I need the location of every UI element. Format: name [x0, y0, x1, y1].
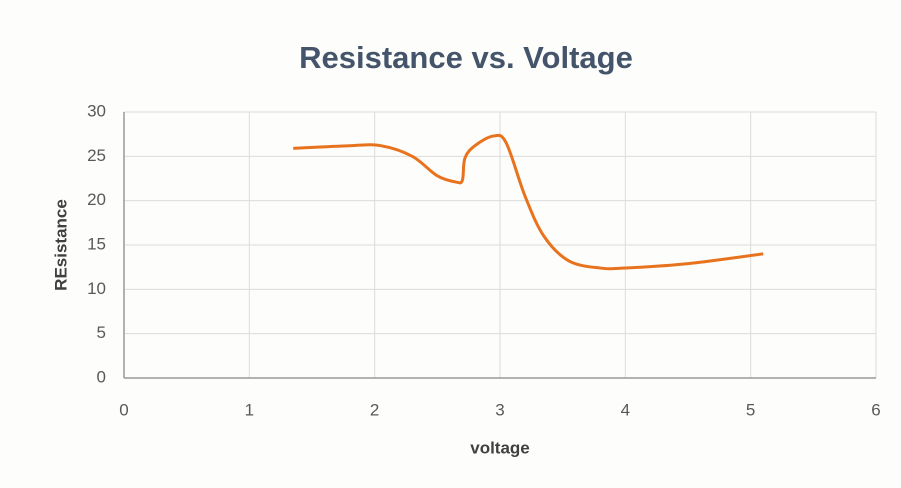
y-tick-label: 30 [87, 101, 106, 120]
y-tick-label: 20 [87, 190, 106, 209]
y-tick-label: 5 [97, 323, 106, 342]
x-tick-label: 0 [119, 400, 128, 419]
y-tick-label: 15 [87, 234, 106, 253]
y-tick-label: 25 [87, 146, 106, 165]
x-tick-label: 2 [370, 400, 379, 419]
x-tick-label: 1 [245, 400, 254, 419]
chart-title: Resistance vs. Voltage [299, 40, 633, 75]
x-tick-label: 6 [871, 400, 880, 419]
x-tick-label: 5 [746, 400, 755, 419]
series-line [293, 133, 764, 271]
x-tick-label: 4 [621, 400, 630, 419]
y-tick-label: 0 [97, 367, 106, 386]
x-tick-label: 3 [495, 400, 504, 419]
x-axis-label: voltage [470, 438, 530, 457]
y-tick-label: 10 [87, 279, 106, 298]
y-axis-label: REsistance [51, 199, 70, 291]
